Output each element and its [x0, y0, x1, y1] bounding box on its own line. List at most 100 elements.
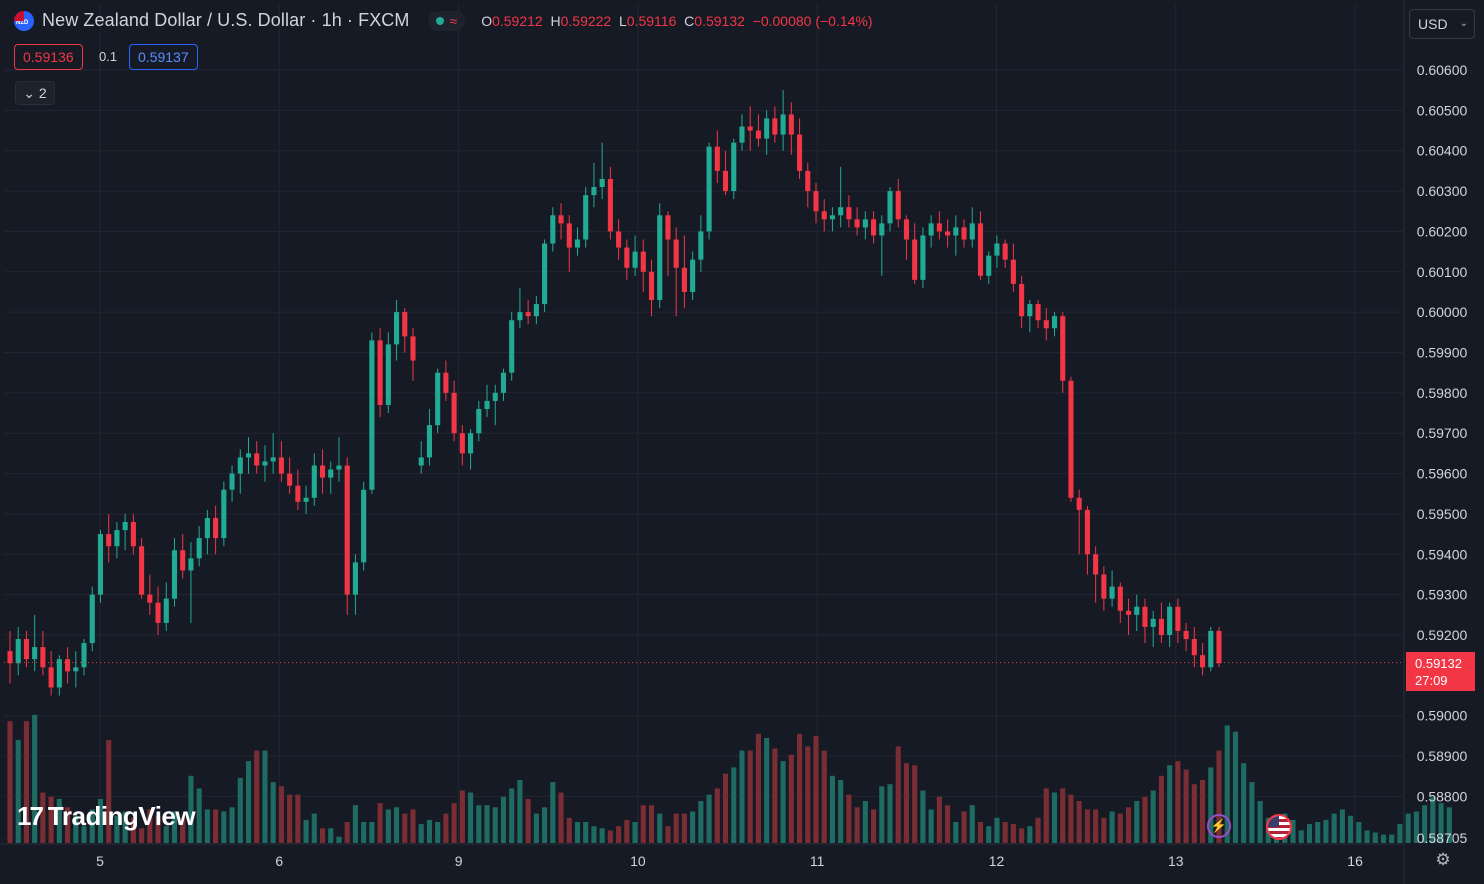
volume-bar: [1191, 784, 1197, 843]
candle-body: [1060, 316, 1066, 381]
candle: [829, 207, 835, 232]
chevron-down-icon: ⌄: [1459, 18, 1468, 29]
candle: [1134, 594, 1140, 631]
volume-bar: [1167, 765, 1173, 843]
volume-bar: [1356, 822, 1362, 843]
candle: [1208, 626, 1214, 672]
candle: [204, 509, 210, 555]
candle: [155, 586, 161, 635]
candle: [1216, 626, 1222, 668]
indicators-toggle-button[interactable]: ⌄ 2: [15, 81, 55, 105]
candle-body: [1051, 316, 1058, 329]
time-tick-label: 10: [630, 853, 646, 869]
candle: [722, 150, 729, 196]
candle-body: [722, 170, 729, 192]
volume-bar: [797, 733, 803, 843]
time-tick-label: 6: [275, 853, 283, 869]
volume-bar: [755, 733, 761, 843]
volume-bar: [887, 784, 893, 843]
chart-header: NZD New Zealand Dollar / U.S. Dollar · 1…: [14, 10, 873, 31]
volume-bar: [525, 798, 531, 843]
volume-bar: [492, 807, 498, 843]
candle-body: [89, 594, 95, 644]
candle: [81, 639, 87, 676]
candle: [805, 162, 811, 208]
candle-body: [278, 457, 284, 474]
candle: [270, 433, 276, 474]
candle: [657, 203, 663, 309]
gear-icon[interactable]: ⚙: [1435, 850, 1451, 869]
candle: [130, 513, 136, 555]
volume-bar: [542, 807, 548, 843]
volume-bar: [402, 813, 408, 843]
volume-bar: [468, 792, 474, 843]
candle: [361, 481, 367, 571]
lightning-event-icon[interactable]: ⚡: [1207, 814, 1231, 838]
volume-bar: [48, 796, 54, 843]
sell-price-button[interactable]: 0.59136: [14, 44, 83, 70]
candle-body: [443, 372, 449, 393]
volume-bar: [385, 809, 391, 843]
volume-bar: [443, 813, 449, 843]
volume-bar: [204, 809, 210, 843]
candle-body: [739, 126, 745, 143]
candle-body: [788, 114, 794, 135]
candle-body: [73, 667, 79, 672]
volume-bar: [657, 813, 663, 843]
price-tick-label: 0.60200: [1417, 223, 1468, 239]
candle-body: [377, 340, 383, 405]
candle-body: [451, 392, 457, 434]
candle: [788, 102, 794, 155]
buy-price-button[interactable]: 0.59137: [129, 44, 198, 70]
candle-body: [1216, 630, 1222, 664]
volume-bar: [977, 822, 984, 843]
candle-body: [624, 247, 630, 268]
candle-body: [509, 320, 515, 373]
volume-bar: [986, 826, 992, 843]
candle-body: [106, 534, 112, 547]
volume-bar: [1068, 794, 1074, 843]
candle-body: [838, 207, 844, 216]
candle-body: [714, 146, 720, 171]
volume-bar: [838, 780, 844, 843]
candle-body: [418, 457, 424, 466]
volume-bar: [821, 750, 827, 843]
candle-body: [114, 530, 120, 547]
candle-body: [903, 219, 910, 240]
price-tick-label: 0.58800: [1417, 788, 1468, 804]
volume-bar: [180, 817, 186, 843]
candle-body: [681, 267, 687, 292]
candle: [854, 207, 860, 236]
candle: [1002, 239, 1008, 268]
candle: [1117, 582, 1123, 623]
currency-selector[interactable]: USD ⌄: [1409, 9, 1475, 39]
candle-body: [632, 251, 638, 268]
symbol-title[interactable]: New Zealand Dollar / U.S. Dollar · 1h · …: [42, 10, 410, 30]
volume-bar: [879, 786, 885, 843]
market-status[interactable]: ≈: [427, 10, 466, 31]
candle-body: [295, 485, 301, 502]
flag-label: NZD: [16, 19, 29, 26]
tradingview-logo[interactable]: 17 TradingView: [17, 801, 196, 832]
candle: [443, 360, 449, 401]
price-tick-label: 0.58705: [1417, 830, 1468, 846]
us-flag-event-icon[interactable]: [1266, 814, 1292, 840]
candle-body: [1010, 259, 1016, 284]
candle-body: [7, 651, 13, 664]
candle: [311, 453, 317, 506]
volume-bar: [1051, 792, 1058, 843]
candle: [459, 425, 465, 466]
volume-bar: [65, 807, 71, 843]
volume-bar: [1405, 813, 1411, 843]
volume-bar: [1364, 830, 1370, 843]
candle: [1183, 622, 1189, 652]
candle-body: [435, 372, 441, 426]
volume-bar: [936, 796, 942, 843]
volume-bar: [903, 763, 910, 843]
candle: [89, 586, 95, 652]
candle-body: [1125, 610, 1132, 615]
volume-bar: [994, 817, 1000, 843]
ohlc-close: 0.59132: [694, 12, 745, 29]
candle-body: [986, 255, 992, 276]
